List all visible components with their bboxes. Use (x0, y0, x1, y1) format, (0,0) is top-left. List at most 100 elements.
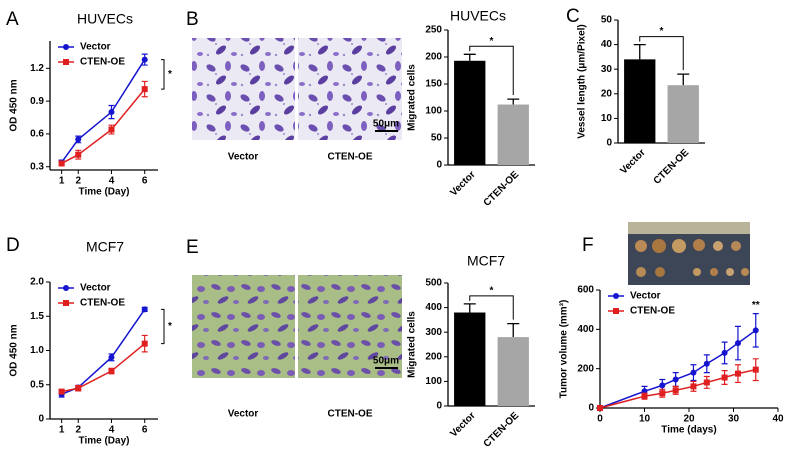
panel-letter: E (186, 237, 199, 258)
annotation: * (490, 36, 494, 47)
legend-marker (63, 300, 69, 306)
y-tick-label: 500 (425, 278, 442, 289)
legend-marker (613, 308, 619, 314)
error-bar (677, 73, 690, 86)
y-tick-label: 200 (577, 363, 594, 374)
bar (667, 85, 699, 143)
image-label: Vector (228, 409, 259, 420)
chart-title: MCF7 (86, 239, 124, 255)
micrograph (298, 275, 402, 378)
panel-letter: D (6, 235, 20, 256)
y-axis-label: Migrated cells (407, 311, 418, 378)
annotation: ** (752, 300, 760, 311)
x-tick-label: 10 (639, 414, 651, 425)
y-tick-label: 1.2 (30, 63, 44, 74)
error-bar (463, 303, 476, 313)
point (752, 366, 759, 373)
y-axis-label: OD 450 nm (9, 79, 20, 131)
series-line (61, 88, 146, 165)
point (672, 376, 679, 383)
point (108, 109, 115, 116)
bracket (639, 36, 684, 71)
point (721, 374, 728, 381)
point (641, 393, 648, 400)
image-label: CTEN-OE (328, 152, 373, 163)
y-tick-label: 1.5 (30, 311, 44, 322)
bar (497, 337, 529, 406)
legend-marker (613, 293, 619, 299)
x-tick-label: 30 (728, 414, 740, 425)
point (108, 126, 115, 133)
x-tick-label: CTEN-OE (482, 410, 522, 450)
x-tick-label: 0 (597, 414, 603, 425)
point (58, 160, 65, 167)
scale-label: 50μm (373, 119, 399, 130)
micrograph (192, 38, 295, 140)
y-tick-label: 100 (425, 106, 442, 117)
point (659, 390, 666, 397)
y-tick-label: 0 (38, 414, 44, 425)
point (734, 370, 741, 377)
y-tick-label: 0.6 (30, 129, 44, 140)
y-tick-label: 1.0 (30, 345, 44, 356)
point (690, 383, 697, 390)
x-axis-label: Time (Day) (79, 436, 130, 447)
y-axis-label: Migrated cells (407, 64, 418, 131)
legend-label: CTEN-OE (80, 57, 125, 68)
point (659, 382, 666, 389)
y-tick-label: 150 (425, 79, 442, 90)
point (597, 405, 603, 411)
bracket (469, 45, 514, 96)
y-tick-label: 0 (606, 138, 612, 149)
legend-marker (63, 59, 69, 65)
point (75, 136, 82, 143)
annotation: * (660, 26, 664, 37)
series-line (599, 329, 757, 409)
bracket (161, 59, 165, 90)
annotation: * (490, 286, 494, 297)
x-tick-label: 2 (75, 176, 81, 187)
tumor-photo (628, 222, 750, 285)
annotation: * (168, 321, 172, 332)
error-bar (507, 322, 520, 338)
chart-title: MCF7 (467, 253, 505, 269)
point (141, 306, 148, 313)
error-bar (633, 43, 646, 60)
x-tick-label: Vector (618, 147, 647, 176)
x-axis-label: Time (days) (661, 425, 716, 436)
y-tick-label: 50 (431, 133, 443, 144)
bracket (161, 308, 165, 345)
y-tick-label: 400 (577, 324, 594, 335)
y-axis-label: OD 450 nm (9, 324, 20, 376)
point (141, 86, 148, 93)
legend-label: Vector (80, 283, 111, 294)
point (58, 388, 65, 395)
y-tick-label: 100 (425, 376, 442, 387)
x-tick-label: 20 (683, 414, 695, 425)
point (108, 354, 115, 361)
legend-marker (63, 285, 69, 291)
series-line (61, 343, 146, 393)
x-axis-label: Time (Day) (79, 187, 130, 198)
point (734, 340, 741, 347)
y-tick-label: 200 (425, 351, 442, 362)
y-tick-label: 0 (588, 403, 594, 414)
x-tick-label: 4 (109, 425, 115, 436)
panel-letter: A (6, 9, 19, 30)
y-tick-label: 200 (425, 52, 442, 63)
series-line (61, 308, 146, 396)
y-tick-label: 600 (577, 285, 594, 296)
error-bar (463, 53, 476, 61)
micrograph (298, 38, 402, 140)
y-tick-label: 10 (601, 113, 613, 124)
series-line (61, 59, 146, 163)
panel-letter: C (566, 6, 580, 27)
legend-label: CTEN-OE (80, 298, 125, 309)
bar (624, 59, 656, 143)
x-tick-label: 40 (772, 414, 784, 425)
y-tick-label: 0 (436, 160, 442, 171)
image-label: CTEN-OE (328, 409, 373, 420)
legend-label: Vector (630, 291, 661, 302)
legend-label: CTEN-OE (630, 306, 675, 317)
